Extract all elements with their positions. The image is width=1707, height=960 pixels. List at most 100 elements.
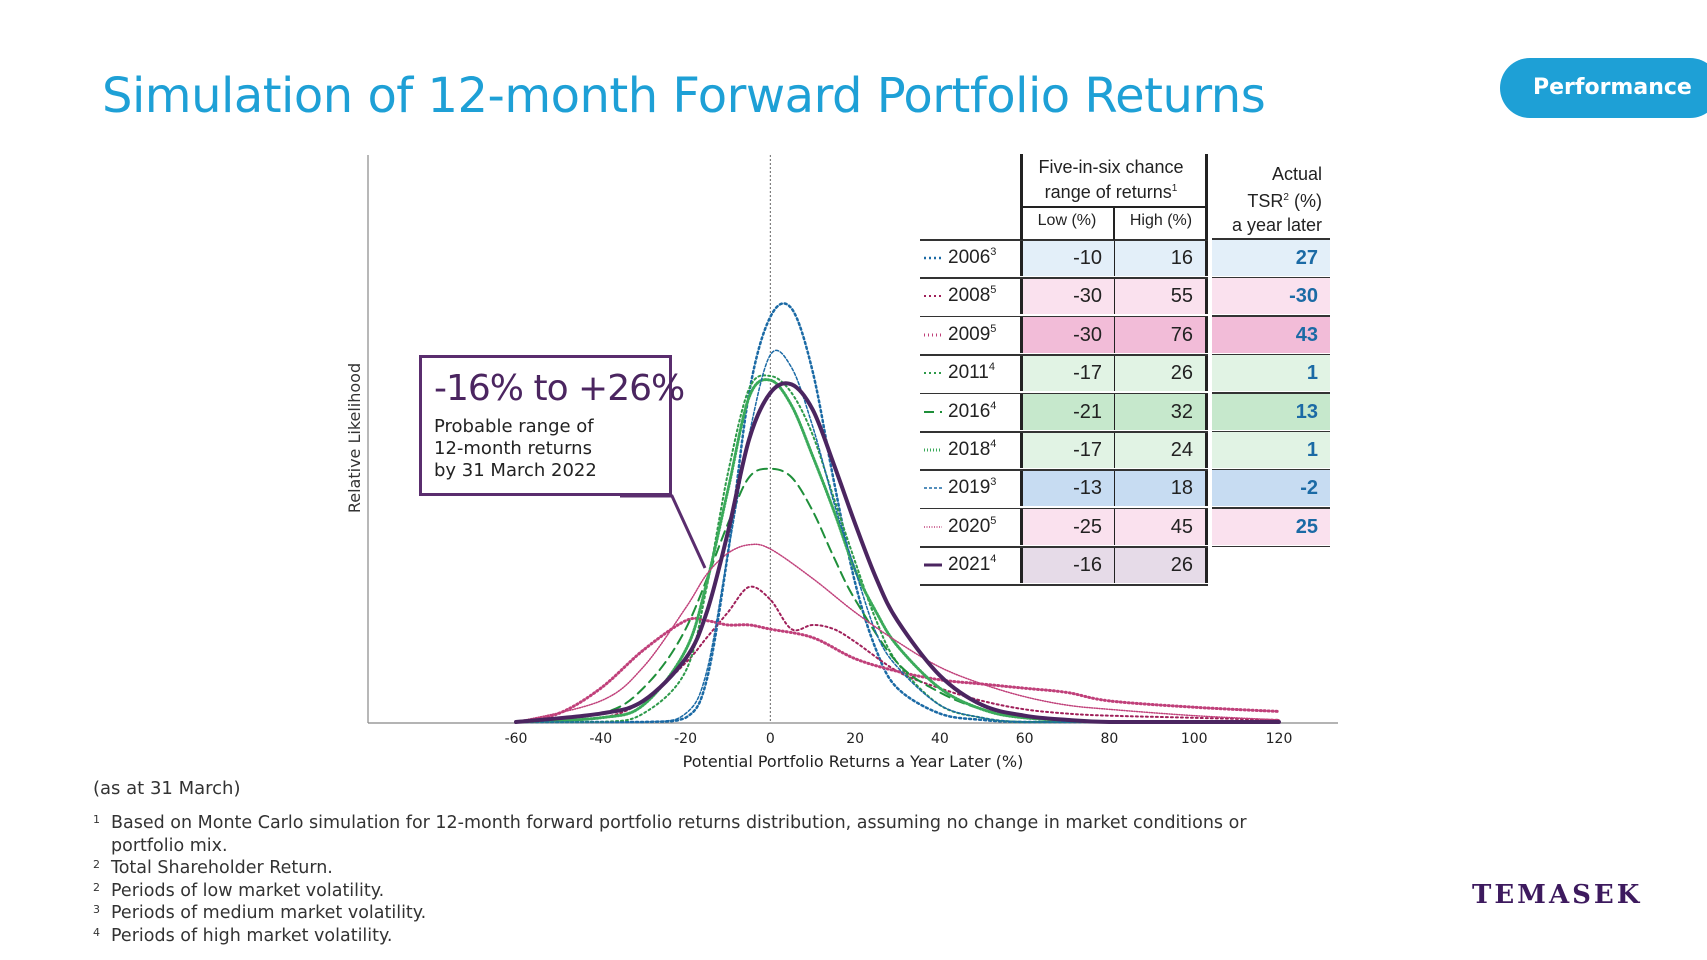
row-year-sup: 4 — [990, 399, 997, 412]
legend-swatch-2020 — [924, 526, 942, 528]
row-low: -17 — [1020, 432, 1114, 468]
footnote: 1 Based on Monte Carlo simulation for 12-… — [93, 812, 1291, 857]
tsr-header-line-3: (%) — [1294, 191, 1322, 211]
tsr-row-divider — [1212, 353, 1330, 356]
row-year: 20063 — [920, 240, 1020, 276]
row-year-text: 2016 — [948, 400, 991, 422]
as-at-note: (as at 31 March) — [93, 778, 241, 799]
callout-pointer — [620, 494, 707, 569]
table-row: 20114 -17 26 1 — [920, 354, 1330, 394]
tsr-row-divider — [1212, 315, 1330, 317]
row-tsr: -30 — [1212, 278, 1330, 315]
row-year: 20095 — [920, 317, 1020, 353]
temasek-logo: TEMASEK — [1472, 880, 1643, 910]
row-year: 20193 — [920, 470, 1020, 506]
callout-line-3: by 31 March 2022 — [434, 460, 597, 481]
callout-line-1: Probable range of — [434, 416, 594, 437]
row-tsr: -2 — [1212, 470, 1330, 507]
subheader-divider — [1020, 206, 1208, 208]
tsr-row-divider — [1212, 277, 1330, 279]
row-high: 16 — [1114, 240, 1208, 276]
footnote-text: Based on Monte Carlo simulation for 12-m… — [111, 813, 1247, 856]
series-line-2016 — [515, 467, 1280, 724]
legend-swatch-2008 — [924, 295, 942, 298]
row-divider — [920, 277, 1208, 279]
tsr-row-divider — [1212, 469, 1330, 471]
low-col-header: Low (%) — [1037, 212, 1097, 229]
row-high: 26 — [1114, 547, 1208, 584]
legend-swatch-2016 — [924, 410, 942, 413]
legend-swatch-2018 — [924, 448, 942, 452]
table-row: 20214 -16 26 — [920, 546, 1330, 586]
row-year-text: 2019 — [948, 477, 991, 499]
tsr-header-sup: 2 — [1283, 192, 1289, 203]
table-row: 20193 -13 18 -2 — [920, 469, 1330, 509]
footnote-text: Periods of medium market volatility. — [111, 903, 427, 923]
callout-range: -16% to +26% — [434, 368, 685, 409]
tsr-header-line-4: a year later — [1231, 215, 1322, 235]
row-year-text: 2006 — [948, 247, 991, 268]
table-row: 20205 -25 45 25 — [920, 507, 1330, 548]
series-line-2021 — [514, 381, 1281, 725]
range-header-sup: 1 — [1171, 183, 1178, 194]
row-year-sup: 4 — [988, 361, 995, 374]
row-high: 18 — [1114, 470, 1208, 507]
row-tsr: 27 — [1212, 240, 1330, 276]
row-high: 55 — [1114, 278, 1208, 315]
footnote-number: 2 — [93, 880, 100, 894]
series-line-2020 — [515, 543, 1280, 723]
series-line-2008 — [515, 585, 1280, 723]
y-axis-label: Relative Likelihood — [345, 363, 364, 513]
footnote-number: 3 — [93, 903, 100, 916]
legend-swatch-2009 — [924, 333, 942, 337]
row-divider — [920, 239, 1208, 241]
x-tick-label: -40 — [589, 731, 612, 747]
row-high: 32 — [1114, 393, 1208, 430]
footnote-text: Total Shareholder Return. — [111, 858, 333, 878]
page-title: Simulation of 12-month Forward Portfolio… — [102, 68, 1266, 124]
x-tick-label: 20 — [846, 731, 864, 747]
section-badge: Performance — [1500, 58, 1707, 118]
tsr-header-line-2: TSR — [1247, 191, 1284, 211]
row-divider — [920, 507, 1208, 510]
row-low: -10 — [1020, 240, 1114, 276]
row-year: 20164 — [920, 394, 1020, 430]
row-year-sup: 5 — [990, 514, 997, 527]
tsr-row-divider — [1212, 392, 1330, 394]
legend-swatch-2021 — [924, 563, 942, 567]
row-low: -13 — [1020, 470, 1114, 507]
row-year-text: 2008 — [948, 285, 991, 307]
row-tsr: 13 — [1212, 393, 1330, 430]
table-row: 20063 -10 16 27 — [920, 239, 1330, 279]
tsr-row-divider — [1212, 545, 1330, 548]
high-col-rule — [1205, 154, 1208, 240]
row-year-sup: 3 — [990, 476, 997, 489]
row-year-text: 2011 — [948, 362, 989, 384]
callout-line-2: 12-month returns — [434, 438, 592, 459]
footnote-number: 1 — [93, 813, 100, 826]
row-divider — [920, 392, 1208, 395]
row-year: 20205 — [920, 509, 1020, 545]
range-header-line-2: range of returns — [1044, 182, 1172, 202]
series-line-2019 — [515, 349, 1280, 723]
series-line-2009 — [514, 616, 1281, 724]
row-high: 76 — [1114, 316, 1208, 353]
high-col-header: High (%) — [1129, 212, 1193, 229]
row-low: -30 — [1020, 316, 1114, 353]
legend-swatch-2011 — [924, 372, 942, 375]
row-year-sup: 5 — [990, 322, 997, 335]
range-header: Five-in-six chance range of returns1 — [1020, 156, 1202, 203]
footnote-text: Periods of high market volatility. — [111, 925, 393, 946]
footnote-text: Periods of low market volatility. — [111, 880, 385, 901]
x-tick-label: 60 — [1016, 731, 1034, 747]
row-divider — [920, 354, 1208, 356]
footnote: 2 Periods of low market volatility. — [93, 880, 1291, 903]
row-year-text: 2018 — [948, 439, 991, 460]
x-tick-label: 40 — [931, 731, 949, 747]
row-tsr: 1 — [1212, 355, 1330, 392]
tsr-row-divider — [1212, 507, 1330, 509]
tsr-row-divider — [1212, 430, 1330, 433]
row-divider — [920, 469, 1208, 471]
row-year-sup: 4 — [990, 553, 997, 566]
